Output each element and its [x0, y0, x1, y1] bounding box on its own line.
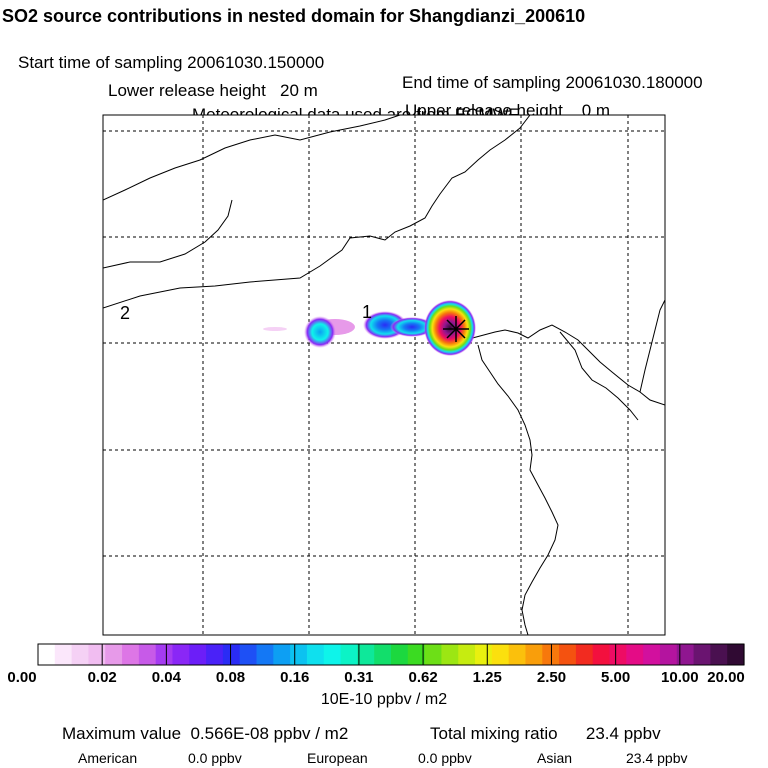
- colorbar-tick-label: 5.00: [601, 669, 631, 686]
- colorbar-tick-label: 0.00: [7, 669, 37, 686]
- colorbar-frame: [37, 643, 745, 666]
- concentration-plume: [263, 300, 476, 356]
- european-value: 0.0 ppbv: [418, 750, 472, 766]
- lower-height-text: Lower release height 20 m: [108, 81, 318, 100]
- asian-value: 23.4 ppbv: [626, 750, 688, 766]
- colorbar-cell: [441, 644, 459, 665]
- colorbar-cell: [306, 644, 325, 665]
- colorbar-tick-label: 20.00: [707, 669, 745, 686]
- colorbar-cell: [643, 644, 661, 665]
- coastlines-borders: [103, 115, 665, 635]
- colorbar-cell: [290, 644, 308, 665]
- american-value: 0.0 ppbv: [188, 750, 242, 766]
- colorbar-tick-label: 0.02: [87, 669, 117, 686]
- colorbar-cell: [189, 644, 207, 665]
- colorbar-cell: [172, 644, 190, 665]
- colorbar-cell: [340, 644, 358, 665]
- colorbar-cell: [710, 644, 728, 665]
- station-star-marker: [443, 316, 469, 342]
- colorbar-tick-label: 0.31: [344, 669, 374, 686]
- colorbar-cell: [592, 644, 611, 665]
- colorbar-cell: [693, 644, 711, 665]
- colorbar-cell: [155, 644, 174, 665]
- end-time-text: End time of sampling 20061030.180000: [402, 73, 703, 92]
- colorbar-cell: [38, 644, 56, 665]
- colorbar-cell: [391, 644, 409, 665]
- colorbar-cell: [626, 644, 644, 665]
- colorbar-cell: [374, 644, 392, 665]
- colorbar-cell: [54, 644, 73, 665]
- sampling-times-row: Start time of sampling 20061030.150000 E…: [0, 33, 768, 93]
- start-time-text: Start time of sampling 20061030.150000: [18, 53, 325, 72]
- colorbar-cell: [273, 644, 291, 665]
- colorbar-cell: [105, 644, 123, 665]
- colorbar-dividers: [101, 644, 681, 665]
- region-label-1: 1: [362, 302, 372, 322]
- plot-title: SO2 source contributions in nested domai…: [2, 6, 586, 26]
- colorbar-tick-label: 0.08: [215, 669, 246, 686]
- colorbar-cell: [424, 644, 443, 665]
- map-frame: [102, 114, 666, 636]
- colorbar-tick-label: 10.00: [661, 669, 699, 686]
- colorbar-cell: [357, 644, 375, 665]
- colorbar-tick-label: 2.50: [536, 669, 567, 686]
- colorbar-tick-label: 1.25: [472, 669, 502, 686]
- colorbar-tick-label: 0.04: [151, 669, 181, 686]
- colorbar-cell: [88, 644, 106, 665]
- colorbar-units: 10E-10 ppbv / m2: [320, 691, 448, 708]
- american-label: American: [78, 750, 138, 766]
- colorbar-cell: [559, 644, 577, 665]
- colorbar-tick-label: 0.62: [408, 669, 438, 686]
- colorbar-cell: [206, 644, 224, 665]
- colorbar-cell: [676, 644, 695, 665]
- colorbar-cell: [71, 644, 90, 665]
- lat-lon-gridlines: [103, 115, 665, 635]
- colorbar-cells: [38, 644, 745, 665]
- region-label-2: 2: [120, 303, 130, 323]
- colorbar-cell: [575, 644, 594, 665]
- colorbar-cell: [239, 644, 258, 665]
- colorbar-cell: [508, 644, 527, 665]
- colorbar-cell: [659, 644, 678, 665]
- colorbar-cell: [727, 644, 745, 665]
- colorbar-cell: [458, 644, 476, 665]
- colorbar-cell: [256, 644, 274, 665]
- colorbar-cell: [525, 644, 543, 665]
- total-mixing-text: Total mixing ratio 23.4 ppbv: [430, 724, 661, 743]
- colorbar-cell: [609, 644, 627, 665]
- colorbar-cell: [138, 644, 157, 665]
- colorbar-cell: [491, 644, 510, 665]
- colorbar-cell: [407, 644, 426, 665]
- colorbar-cell: [323, 644, 342, 665]
- max-value-text: Maximum value 0.566E-08 ppbv / m2: [62, 724, 349, 743]
- european-label: European: [307, 750, 368, 766]
- colorbar-cell: [222, 644, 241, 665]
- colorbar-cell: [122, 644, 140, 665]
- colorbar-tick-label: 0.16: [280, 669, 310, 686]
- colorbar-cell: [475, 644, 493, 665]
- asian-label: Asian: [537, 750, 573, 766]
